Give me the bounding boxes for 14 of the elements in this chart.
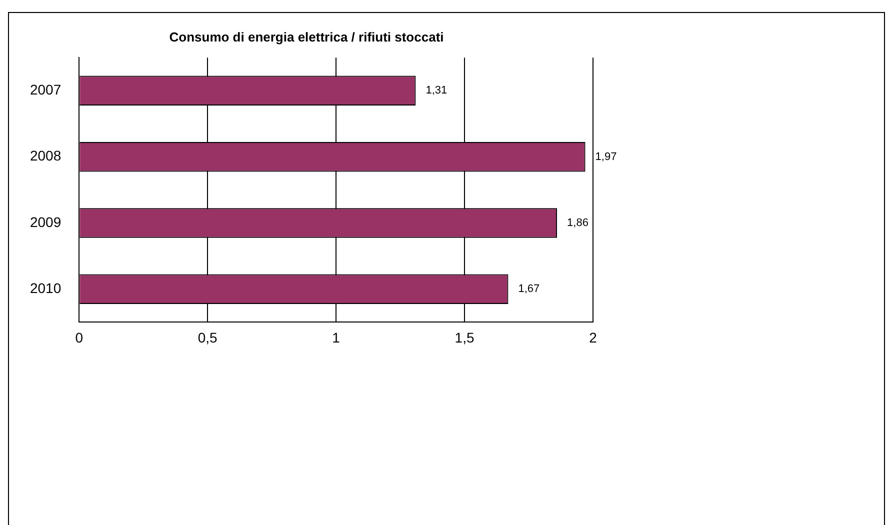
x-tick-label: 0,5 (198, 329, 218, 346)
data-label: 1,67 (518, 283, 540, 296)
chart-title: Consumo di energia elettrica / rifiuti stoccati (169, 29, 444, 44)
x-tick-label: 2 (589, 329, 598, 346)
y-tick-label: 2007 (30, 82, 62, 98)
x-tick-label: 1,5 (454, 329, 474, 346)
data-label: 1,97 (595, 150, 617, 163)
y-tick-label: 2008 (30, 148, 62, 164)
data-label: 1,86 (567, 217, 588, 230)
data-label: 1,31 (426, 84, 448, 97)
x-tick-label: 0 (75, 329, 84, 346)
y-tick-label: 2009 (30, 214, 62, 230)
x-tick-label: 1 (332, 329, 340, 346)
y-tick-label: 2010 (30, 280, 62, 296)
